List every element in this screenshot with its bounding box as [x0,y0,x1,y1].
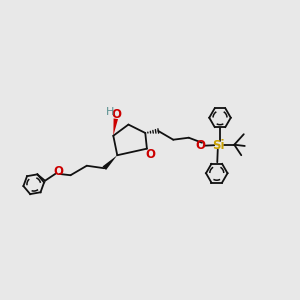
Text: Si: Si [212,139,225,152]
Text: H: H [106,107,115,117]
Text: O: O [53,165,63,178]
Text: O: O [145,148,155,161]
Polygon shape [103,155,117,170]
Text: O: O [112,108,122,121]
Polygon shape [113,118,118,136]
Text: O: O [196,140,206,152]
